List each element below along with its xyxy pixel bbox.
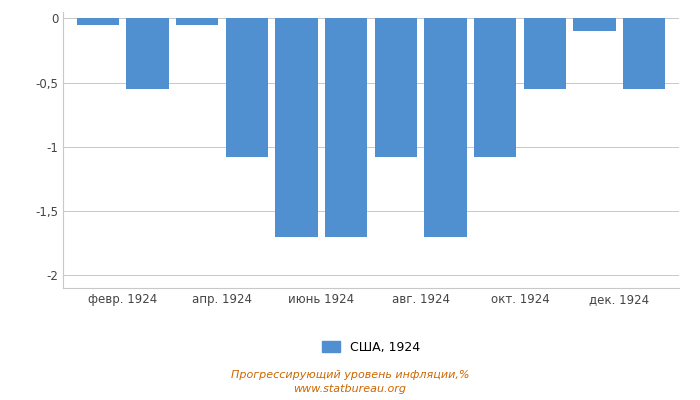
Legend: США, 1924: США, 1924	[316, 336, 426, 359]
Bar	[176, 18, 218, 25]
Bar	[623, 18, 665, 89]
Bar	[77, 18, 119, 25]
Bar	[524, 18, 566, 89]
Bar	[225, 18, 268, 157]
Bar	[573, 18, 616, 31]
Text: www.statbureau.org: www.statbureau.org	[293, 384, 407, 394]
Bar	[275, 18, 318, 237]
Bar	[474, 18, 517, 157]
Bar	[374, 18, 417, 157]
Bar	[126, 18, 169, 89]
Text: Прогрессирующий уровень инфляции,%: Прогрессирующий уровень инфляции,%	[231, 370, 469, 380]
Bar	[424, 18, 467, 237]
Bar	[325, 18, 368, 237]
